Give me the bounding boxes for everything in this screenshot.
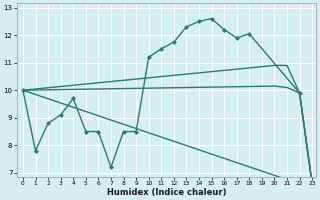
X-axis label: Humidex (Indice chaleur): Humidex (Indice chaleur) <box>107 188 226 197</box>
